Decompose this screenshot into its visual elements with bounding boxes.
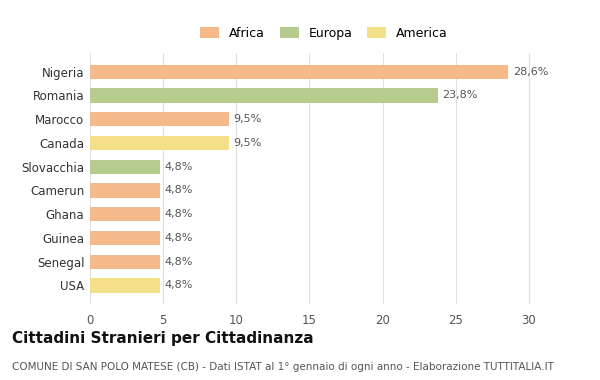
Bar: [90, 207, 160, 221]
Text: 4,8%: 4,8%: [164, 280, 193, 290]
Bar: [90, 88, 438, 103]
Text: 9,5%: 9,5%: [233, 138, 262, 148]
Bar: [90, 136, 229, 150]
Bar: [90, 231, 160, 245]
Text: 9,5%: 9,5%: [233, 114, 262, 124]
Legend: Africa, Europa, America: Africa, Europa, America: [195, 22, 453, 45]
Text: 4,8%: 4,8%: [164, 162, 193, 172]
Text: COMUNE DI SAN POLO MATESE (CB) - Dati ISTAT al 1° gennaio di ogni anno - Elabora: COMUNE DI SAN POLO MATESE (CB) - Dati IS…: [12, 363, 554, 372]
Bar: [90, 112, 229, 126]
Text: 4,8%: 4,8%: [164, 209, 193, 219]
Bar: [90, 65, 508, 79]
Bar: [90, 183, 160, 198]
Bar: [90, 255, 160, 269]
Text: 23,8%: 23,8%: [442, 90, 478, 100]
Bar: [90, 278, 160, 293]
Text: 4,8%: 4,8%: [164, 185, 193, 195]
Text: 28,6%: 28,6%: [512, 67, 548, 77]
Text: Cittadini Stranieri per Cittadinanza: Cittadini Stranieri per Cittadinanza: [12, 331, 314, 346]
Text: 4,8%: 4,8%: [164, 233, 193, 243]
Text: 4,8%: 4,8%: [164, 257, 193, 267]
Bar: [90, 160, 160, 174]
